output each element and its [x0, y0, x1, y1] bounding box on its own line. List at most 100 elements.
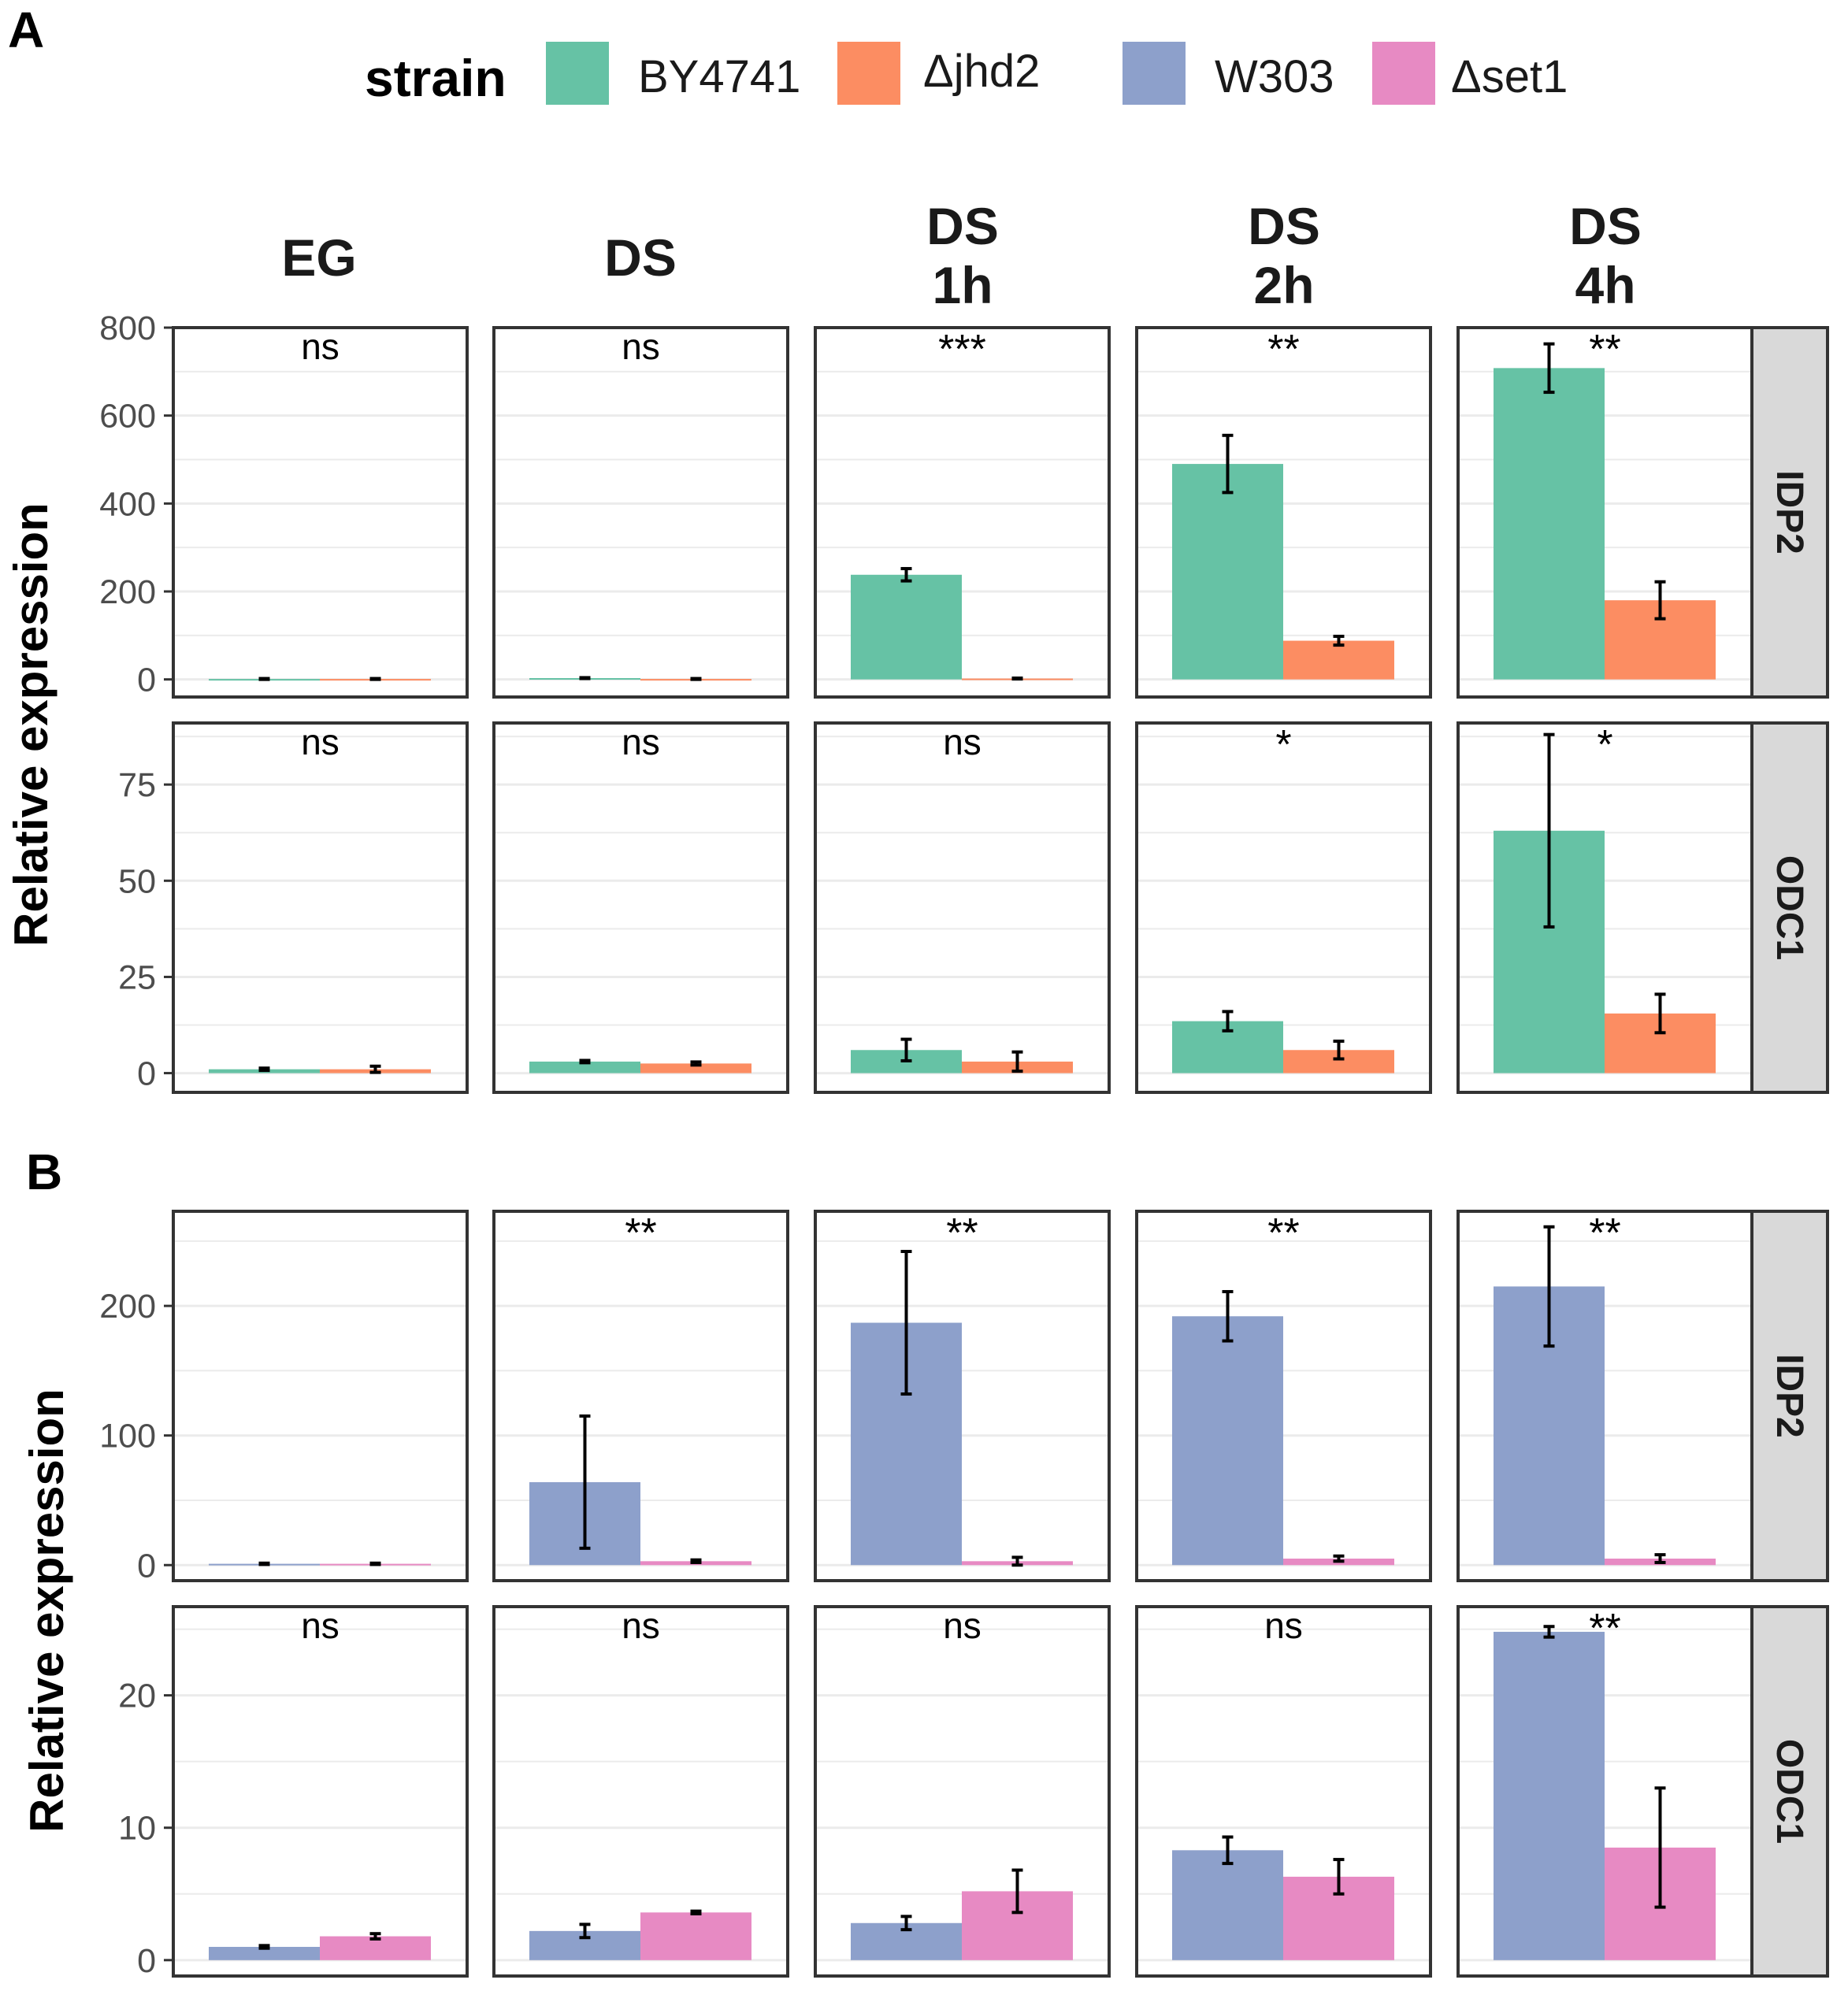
- bar-by4741: [529, 1061, 640, 1073]
- facet-strip: [1750, 721, 1829, 1094]
- panel-border: [1135, 1210, 1432, 1582]
- facet-strip-label: IDP2: [1768, 1354, 1810, 1438]
- panel-border: [492, 721, 789, 1094]
- legend-title: strain: [365, 49, 507, 107]
- panel-border: [814, 326, 1111, 699]
- panel-border: [1135, 721, 1432, 1094]
- y-tick-label: 25: [118, 958, 156, 996]
- significance-label: **: [1267, 327, 1299, 373]
- facet-strip: [1750, 1210, 1829, 1582]
- panel-background: [173, 1607, 467, 1976]
- facet-strip: [1750, 1605, 1829, 1978]
- panel-border: [1135, 1605, 1432, 1978]
- facet-strip-label: IDP2: [1768, 470, 1810, 554]
- significance-label: ns: [943, 1605, 982, 1646]
- column-header-eg: EG: [281, 228, 356, 287]
- facet-panel: [172, 1210, 469, 1582]
- significance-label: *: [1275, 722, 1291, 768]
- significance-label: ns: [301, 326, 340, 367]
- column-header-ds2h-line1: DS: [1248, 197, 1320, 255]
- panel-label-b: B: [26, 1144, 62, 1200]
- bar-set1: [640, 1912, 751, 1960]
- column-header-ds1h-line1: DS: [926, 197, 999, 255]
- bar-w303: [1494, 1631, 1605, 1960]
- y-tick-label: 0: [137, 1547, 156, 1585]
- facet-strip-label: ODC1: [1768, 1739, 1810, 1844]
- panel-border: [814, 1210, 1111, 1582]
- significance-label: **: [946, 1210, 978, 1256]
- significance-label: **: [1589, 1606, 1620, 1652]
- y-tick-label: 200: [99, 573, 156, 611]
- facet-panel: ns: [172, 1605, 469, 1978]
- facet-panel: ns: [814, 1605, 1111, 1978]
- y-tick-label: 600: [99, 398, 156, 436]
- panel-border: [172, 721, 469, 1094]
- y-tick-label: 50: [118, 862, 156, 900]
- facet-panel: ns: [492, 721, 789, 1094]
- panel-border: [1135, 326, 1432, 699]
- facet-strip: [1750, 326, 1829, 699]
- y-axis-title-a: Relative expression: [5, 502, 58, 947]
- significance-label: **: [1267, 1210, 1299, 1256]
- facet-panel: **: [1135, 326, 1432, 699]
- significance-label: ns: [943, 721, 982, 762]
- panel-label-a: A: [8, 2, 44, 58]
- y-tick-label: 10: [118, 1810, 156, 1848]
- significance-label: ns: [622, 1605, 660, 1646]
- facet-row-odc1: 0 25 50 75 ns ns ns * * ODC1: [118, 721, 1829, 1094]
- panel-border: [172, 1210, 469, 1582]
- panel-background: [173, 328, 467, 697]
- facet-panel: **: [814, 1210, 1111, 1582]
- column-header-ds1h-line2: 1h: [932, 256, 993, 314]
- bar-jhd2: [640, 1063, 751, 1073]
- significance-label: **: [625, 1210, 656, 1256]
- y-tick-label: 0: [137, 662, 156, 699]
- y-tick-label: 75: [118, 766, 156, 804]
- panel-background: [494, 723, 788, 1092]
- legend-key-jhd2: [837, 42, 900, 105]
- panel-border: [814, 1605, 1111, 1978]
- y-tick-label: 20: [118, 1678, 156, 1715]
- legend-label-set1: Δset1: [1451, 51, 1568, 102]
- panel-border: [172, 326, 469, 699]
- bar-w303: [209, 1947, 320, 1960]
- significance-label: **: [1589, 1210, 1620, 1256]
- facet-row-odc1: 0 10 20 ns ns ns ns ** ODC1: [118, 1605, 1829, 1980]
- facet-panel: **: [1457, 326, 1753, 699]
- column-header-ds4h-line1: DS: [1569, 197, 1642, 255]
- y-tick-label: 0: [137, 1055, 156, 1093]
- facet-panel: *: [1457, 721, 1753, 1094]
- legend: strain BY4741 Δjhd2 W303 Δset1: [365, 42, 1568, 107]
- significance-label: ns: [301, 1605, 340, 1646]
- facet-panel: ns: [172, 326, 469, 699]
- facet-panel: **: [492, 1210, 789, 1582]
- facet-panel: ns: [1135, 1605, 1432, 1978]
- facet-column-headers: EG DS DS 1h DS 2h DS 4h: [281, 197, 1642, 314]
- significance-label: ns: [1264, 1605, 1303, 1646]
- bar-w303: [1172, 1850, 1283, 1960]
- legend-key-set1: [1372, 42, 1435, 105]
- significance-label: ns: [622, 326, 660, 367]
- facet-row-idp2: 0 100 200 ** ** ** ** IDP2: [99, 1210, 1829, 1585]
- facet-panel: ***: [814, 326, 1111, 699]
- panel-background: [173, 1211, 467, 1581]
- significance-label: **: [1589, 327, 1620, 373]
- column-header-ds: DS: [604, 228, 677, 287]
- y-tick-label: 0: [137, 1942, 156, 1980]
- panel-border: [814, 721, 1111, 1094]
- legend-label-jhd2: Δjhd2: [923, 46, 1040, 97]
- panel-background: [494, 328, 788, 697]
- legend-label-by4741: BY4741: [638, 51, 800, 102]
- facet-panel: **: [1457, 1210, 1753, 1582]
- facet-panel: **: [1457, 1605, 1753, 1978]
- significance-label: ns: [301, 721, 340, 762]
- facet-strip-label: ODC1: [1768, 855, 1810, 960]
- y-tick-label: 400: [99, 485, 156, 523]
- legend-label-w303: W303: [1215, 51, 1334, 102]
- significance-label: ***: [938, 327, 986, 373]
- bar-by4741: [1494, 368, 1605, 680]
